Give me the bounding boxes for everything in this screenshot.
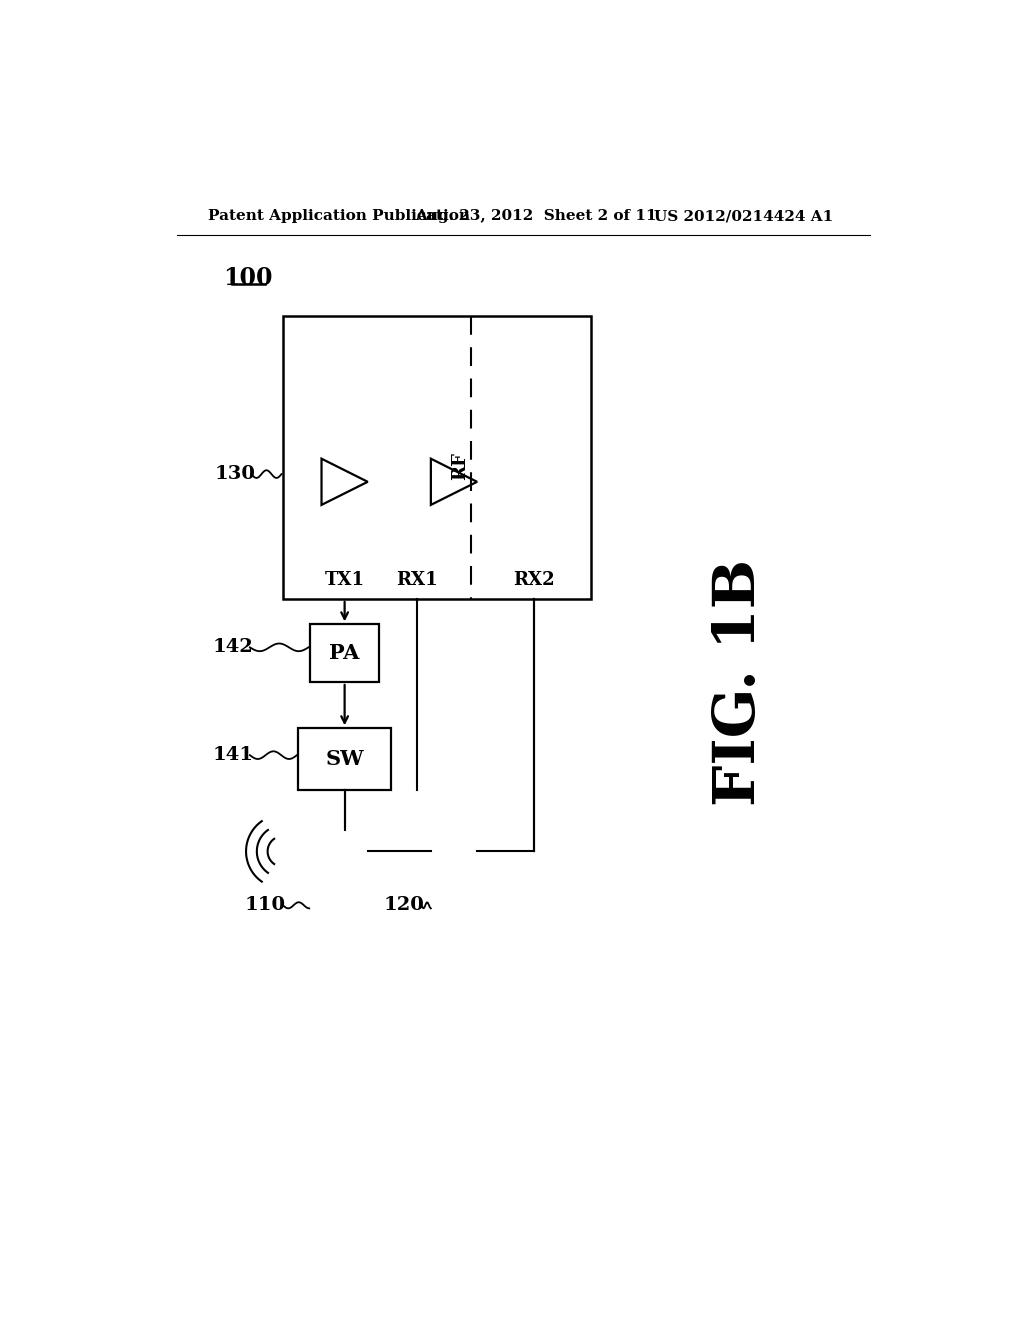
Text: Patent Application Publication: Patent Application Publication <box>208 209 470 223</box>
Text: 142: 142 <box>213 639 253 656</box>
Text: PA: PA <box>330 643 359 663</box>
Text: TX1: TX1 <box>325 572 365 589</box>
Text: RX1: RX1 <box>396 572 438 589</box>
Bar <box>283 317 591 599</box>
Text: RX2: RX2 <box>513 572 555 589</box>
Text: 141: 141 <box>212 746 254 764</box>
Bar <box>298 729 391 789</box>
Text: RF: RF <box>452 453 469 480</box>
Text: 130: 130 <box>214 465 255 483</box>
Text: 100: 100 <box>223 265 272 290</box>
Text: 110: 110 <box>245 896 286 915</box>
Bar <box>310 624 379 682</box>
Text: 120: 120 <box>384 896 424 915</box>
Text: Aug. 23, 2012  Sheet 2 of 11: Aug. 23, 2012 Sheet 2 of 11 <box>416 209 657 223</box>
Text: FIG. 1B: FIG. 1B <box>711 558 767 805</box>
Text: US 2012/0214424 A1: US 2012/0214424 A1 <box>654 209 834 223</box>
Text: SW: SW <box>326 748 364 770</box>
